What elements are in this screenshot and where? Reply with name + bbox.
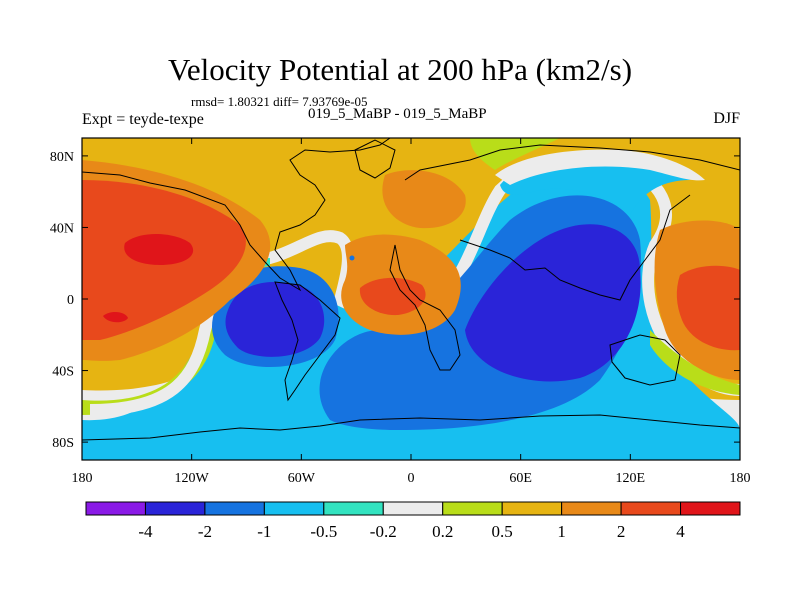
colorbar-swatch [382, 501, 444, 516]
east-green-patch [650, 330, 740, 395]
colorbar-swatch [204, 501, 265, 516]
coastlines [82, 138, 740, 441]
colorbar: -4 -2 -1 -0.5 -0.2 0.2 0.5 1 2 4 [85, 501, 741, 541]
colorbar-label: -1 [257, 522, 271, 541]
y-tick-label: 80S [52, 436, 74, 451]
y-tick-label: 80N [50, 150, 74, 165]
chart-title: Velocity Potential at 200 hPa (km2/s) [167, 52, 633, 87]
colorbar-swatch [442, 501, 503, 516]
colorbar-label: 0.5 [492, 522, 513, 541]
greenland-coast [354, 139, 396, 179]
y-tick-label: 40S [52, 365, 74, 380]
north-pacific-high-core [124, 233, 194, 265]
x-tick-label: 60E [509, 471, 532, 486]
australia-coast [609, 334, 681, 386]
east-pacific-high [676, 265, 740, 351]
colorbar-swatch [323, 501, 384, 516]
colorbar-label: 1 [557, 522, 566, 541]
run-label: 019_5_MaBP - 019_5_MaBP [308, 106, 487, 122]
contour-fill-field [82, 138, 740, 460]
south-america-low-core [225, 281, 325, 357]
x-axis: 180 120W 60W 0 60E 120E 180 [72, 138, 751, 486]
colorbar-label: 4 [676, 522, 685, 541]
europe-africa-coast [389, 144, 740, 371]
asia-coast [459, 194, 691, 301]
arctic-white-strip [495, 149, 705, 185]
colorbar-label: -0.5 [310, 522, 337, 541]
north-africa-orange [382, 170, 466, 229]
colorbar-swatch [263, 501, 325, 516]
colorbar-label: -2 [198, 522, 212, 541]
y-axis: 80N 40N 0 40S 80S [50, 150, 740, 451]
rmsd-stats: rmsd= 1.80321 diff= 7.93769e-05 [191, 94, 368, 109]
colorbar-swatch [85, 501, 146, 516]
colorbar-label: 0.2 [432, 522, 453, 541]
x-tick-label: 120E [616, 471, 646, 486]
season-label: DJF [713, 110, 740, 127]
arctic-light-patch [470, 138, 560, 170]
south-america-coast [274, 281, 341, 402]
colorbar-swatch [680, 501, 741, 516]
colorbar-label: 2 [617, 522, 626, 541]
colorbar-swatch [620, 501, 682, 516]
y-tick-label: 0 [67, 293, 74, 308]
atlantic-high [359, 277, 426, 316]
x-tick-label: 0 [408, 471, 415, 486]
colorbar-swatch [561, 501, 622, 516]
y-tick-label: 40N [50, 221, 74, 236]
north-america-coast [82, 138, 391, 292]
small-low-spot [349, 255, 355, 261]
x-tick-label: 120W [175, 471, 210, 486]
antarctica-coast [82, 414, 740, 441]
x-tick-label: 180 [72, 471, 93, 486]
experiment-label: Expt = teyde-texpe [82, 111, 204, 128]
x-tick-label: 60W [288, 471, 316, 486]
colorbar-swatch [501, 501, 563, 516]
x-tick-label: 180 [730, 471, 751, 486]
indian-ocean-low-core [465, 224, 641, 382]
pacific-small-core [103, 312, 128, 323]
colorbar-swatch [144, 501, 206, 516]
colorbar-label: -4 [138, 522, 153, 541]
colorbar-label: -0.2 [370, 522, 397, 541]
